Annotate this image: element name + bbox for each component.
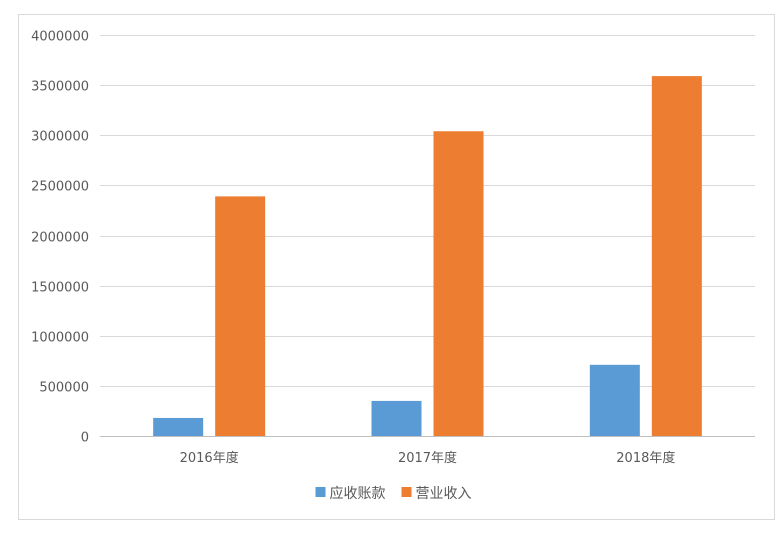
y-tick-label: 1500000 [31, 281, 89, 296]
bar-receivables [589, 364, 640, 436]
bar-revenue [433, 131, 484, 437]
y-tick-label: 2000000 [31, 231, 89, 246]
legend-label: 应收账款 [330, 485, 386, 502]
bars [153, 76, 702, 437]
x-tick-label: 2016年度 [180, 450, 239, 466]
bar-revenue [215, 196, 266, 436]
y-tick-label: 2500000 [31, 180, 89, 195]
y-axis-ticks: 0 500000 1000000 1500000 2000000 2500000 30000… [31, 30, 89, 446]
x-axis-ticks: 2016年度 2017年度 2018年度 [180, 450, 676, 466]
bar-receivables [371, 400, 422, 436]
y-tick-label: 0 [81, 431, 89, 446]
x-tick-label: 2018年度 [616, 450, 675, 466]
y-tick-label: 1000000 [31, 331, 89, 346]
legend-swatch [315, 487, 326, 497]
y-tick-label: 4000000 [31, 30, 89, 45]
legend-label: 营业收入 [416, 486, 472, 502]
bar-revenue [651, 76, 702, 436]
legend-swatch [401, 487, 412, 497]
gridlines [100, 35, 755, 437]
y-tick-label: 3500000 [31, 80, 89, 95]
x-tick-label: 2017年度 [398, 450, 457, 466]
bar-receivables [153, 417, 204, 436]
y-tick-label: 500000 [39, 381, 89, 396]
legend: 应收账款 营业收入 [315, 485, 472, 502]
y-tick-label: 3000000 [31, 130, 89, 145]
